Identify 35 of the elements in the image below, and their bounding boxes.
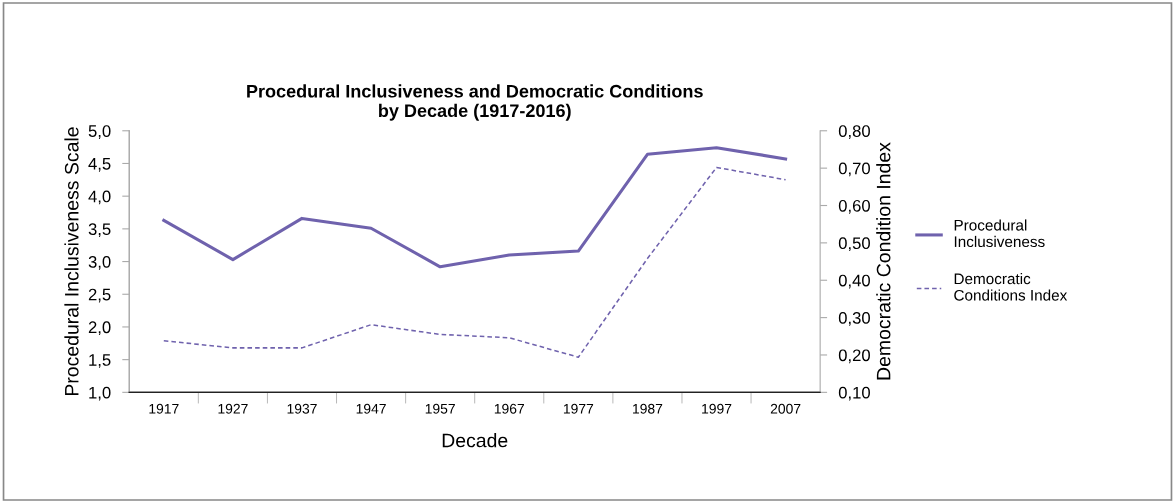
y2-tick-label: 0,10 — [838, 386, 870, 401]
chart-title: Procedural Inclusiveness and Democratic Conditions by Decade (1917-2016) — [247, 84, 703, 121]
y2-axis-title: Democratic Condition Index — [876, 142, 891, 380]
y-tick-label: 4,5 — [88, 158, 111, 172]
x-tick-label: 1997 — [702, 403, 732, 414]
x-tick-label: 1957 — [425, 403, 455, 414]
y-tick-label: 3,5 — [88, 223, 111, 238]
y2-tick-label: 0,30 — [838, 312, 870, 326]
x-tick-label: 2007 — [770, 403, 801, 414]
y2-tick-label: 0,70 — [838, 162, 870, 177]
line-series — [163, 166, 787, 358]
x-tick-label: 1917 — [149, 403, 179, 414]
x-tick-label: 1987 — [633, 403, 663, 414]
legend-label: Democratic Conditions Index — [954, 273, 1068, 301]
y-tick-label: 1,5 — [89, 354, 111, 368]
y-tick-label: 3,0 — [88, 255, 111, 270]
y2-tick-label: 0,80 — [838, 125, 870, 139]
y-tick-label: 2,5 — [88, 288, 111, 303]
x-tick-label: 1927 — [218, 403, 248, 414]
y-tick-label: 5,0 — [88, 125, 111, 139]
y2-tick-label: 0,50 — [838, 237, 870, 252]
y-axis-title: Procedural Inclusiveness Scale — [64, 127, 79, 396]
y-tick-label: 4,0 — [88, 190, 111, 205]
x-tick-label: 1947 — [356, 403, 386, 414]
x-tick-label: 1977 — [563, 403, 594, 414]
x-tick-label: 1967 — [494, 403, 524, 414]
y2-tick-label: 0,60 — [838, 199, 870, 214]
y-tick-label: 2,0 — [88, 321, 111, 336]
legend-label: Procedural Inclusiveness — [954, 219, 1045, 248]
line-series — [162, 146, 788, 269]
y2-tick-label: 0,40 — [838, 274, 870, 289]
x-axis-title: Decade — [442, 433, 508, 448]
y2-tick-label: 0,20 — [838, 349, 870, 364]
x-tick-label: 1937 — [287, 403, 317, 414]
y-tick-label: 1,0 — [89, 386, 111, 401]
